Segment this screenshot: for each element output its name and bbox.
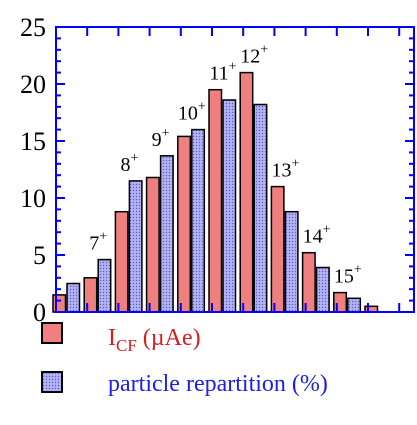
charge-label-8+: 8+ <box>120 151 138 176</box>
axis-ticks <box>55 26 414 313</box>
y-tick-label-0: 0 <box>33 298 46 327</box>
charge-label-15+: 15+ <box>334 263 362 288</box>
legend-icf-sub: CF <box>116 336 137 355</box>
bar-icf-13+ <box>270 185 285 313</box>
bar-particle-15+ <box>347 297 362 313</box>
charge-label-14+: 14+ <box>303 223 331 248</box>
bar-particle-12+ <box>253 103 268 313</box>
y-tick-label-10: 10 <box>20 184 46 213</box>
bars-group <box>52 71 379 313</box>
bar-particle-6+ <box>66 282 81 313</box>
bar-icf-15+ <box>333 291 348 313</box>
legend: ICF (µAe) particle repartition (%) <box>41 322 328 397</box>
bar-icf-11+ <box>208 88 223 313</box>
legend-label-icf: ICF (µAe) <box>108 325 201 355</box>
charge-label-10+: 10+ <box>178 100 206 125</box>
bar-particle-10+ <box>191 128 206 313</box>
bar-icf-10+ <box>177 135 192 313</box>
charge-state-labels: 7+ 8+ 9+ 10+11+ 12+ 13+ 14+15+ <box>89 43 362 288</box>
legend-swatch-particle <box>41 371 63 393</box>
y-tick-label-5: 5 <box>33 241 46 270</box>
bar-icf-7+ <box>83 277 98 313</box>
bar-particle-7+ <box>97 258 112 313</box>
bar-icf-6+ <box>52 294 67 313</box>
bar-particle-13+ <box>284 210 299 313</box>
y-tick-label-15: 15 <box>20 127 46 156</box>
charge-label-11+: 11+ <box>209 60 236 85</box>
charge-label-7+: 7+ <box>89 230 107 255</box>
charge-label-9+: 9+ <box>152 126 170 151</box>
bar-icf-9+ <box>145 176 160 313</box>
bar-particle-9+ <box>159 155 174 313</box>
y-axis-labels: 0 5 10 15 20 25 <box>20 13 46 327</box>
bar-particle-11+ <box>222 99 237 313</box>
bar-particle-8+ <box>128 180 143 313</box>
plot-frame <box>55 26 415 313</box>
y-tick-label-25: 25 <box>20 13 46 42</box>
bar-particle-14+ <box>315 266 330 313</box>
bar-icf-8+ <box>114 210 129 313</box>
legend-swatch-icf <box>41 322 63 344</box>
legend-icf-rest: (µAe) <box>137 325 201 351</box>
y-tick-label-20: 20 <box>20 70 46 99</box>
charge-label-13+: 13+ <box>271 157 299 182</box>
legend-icf-main: I <box>108 325 116 351</box>
bar-icf-14+ <box>301 251 316 313</box>
bar-icf-12+ <box>239 71 254 313</box>
legend-label-particle: particle repartition (%) <box>108 371 328 397</box>
charge-label-12+: 12+ <box>240 43 268 68</box>
